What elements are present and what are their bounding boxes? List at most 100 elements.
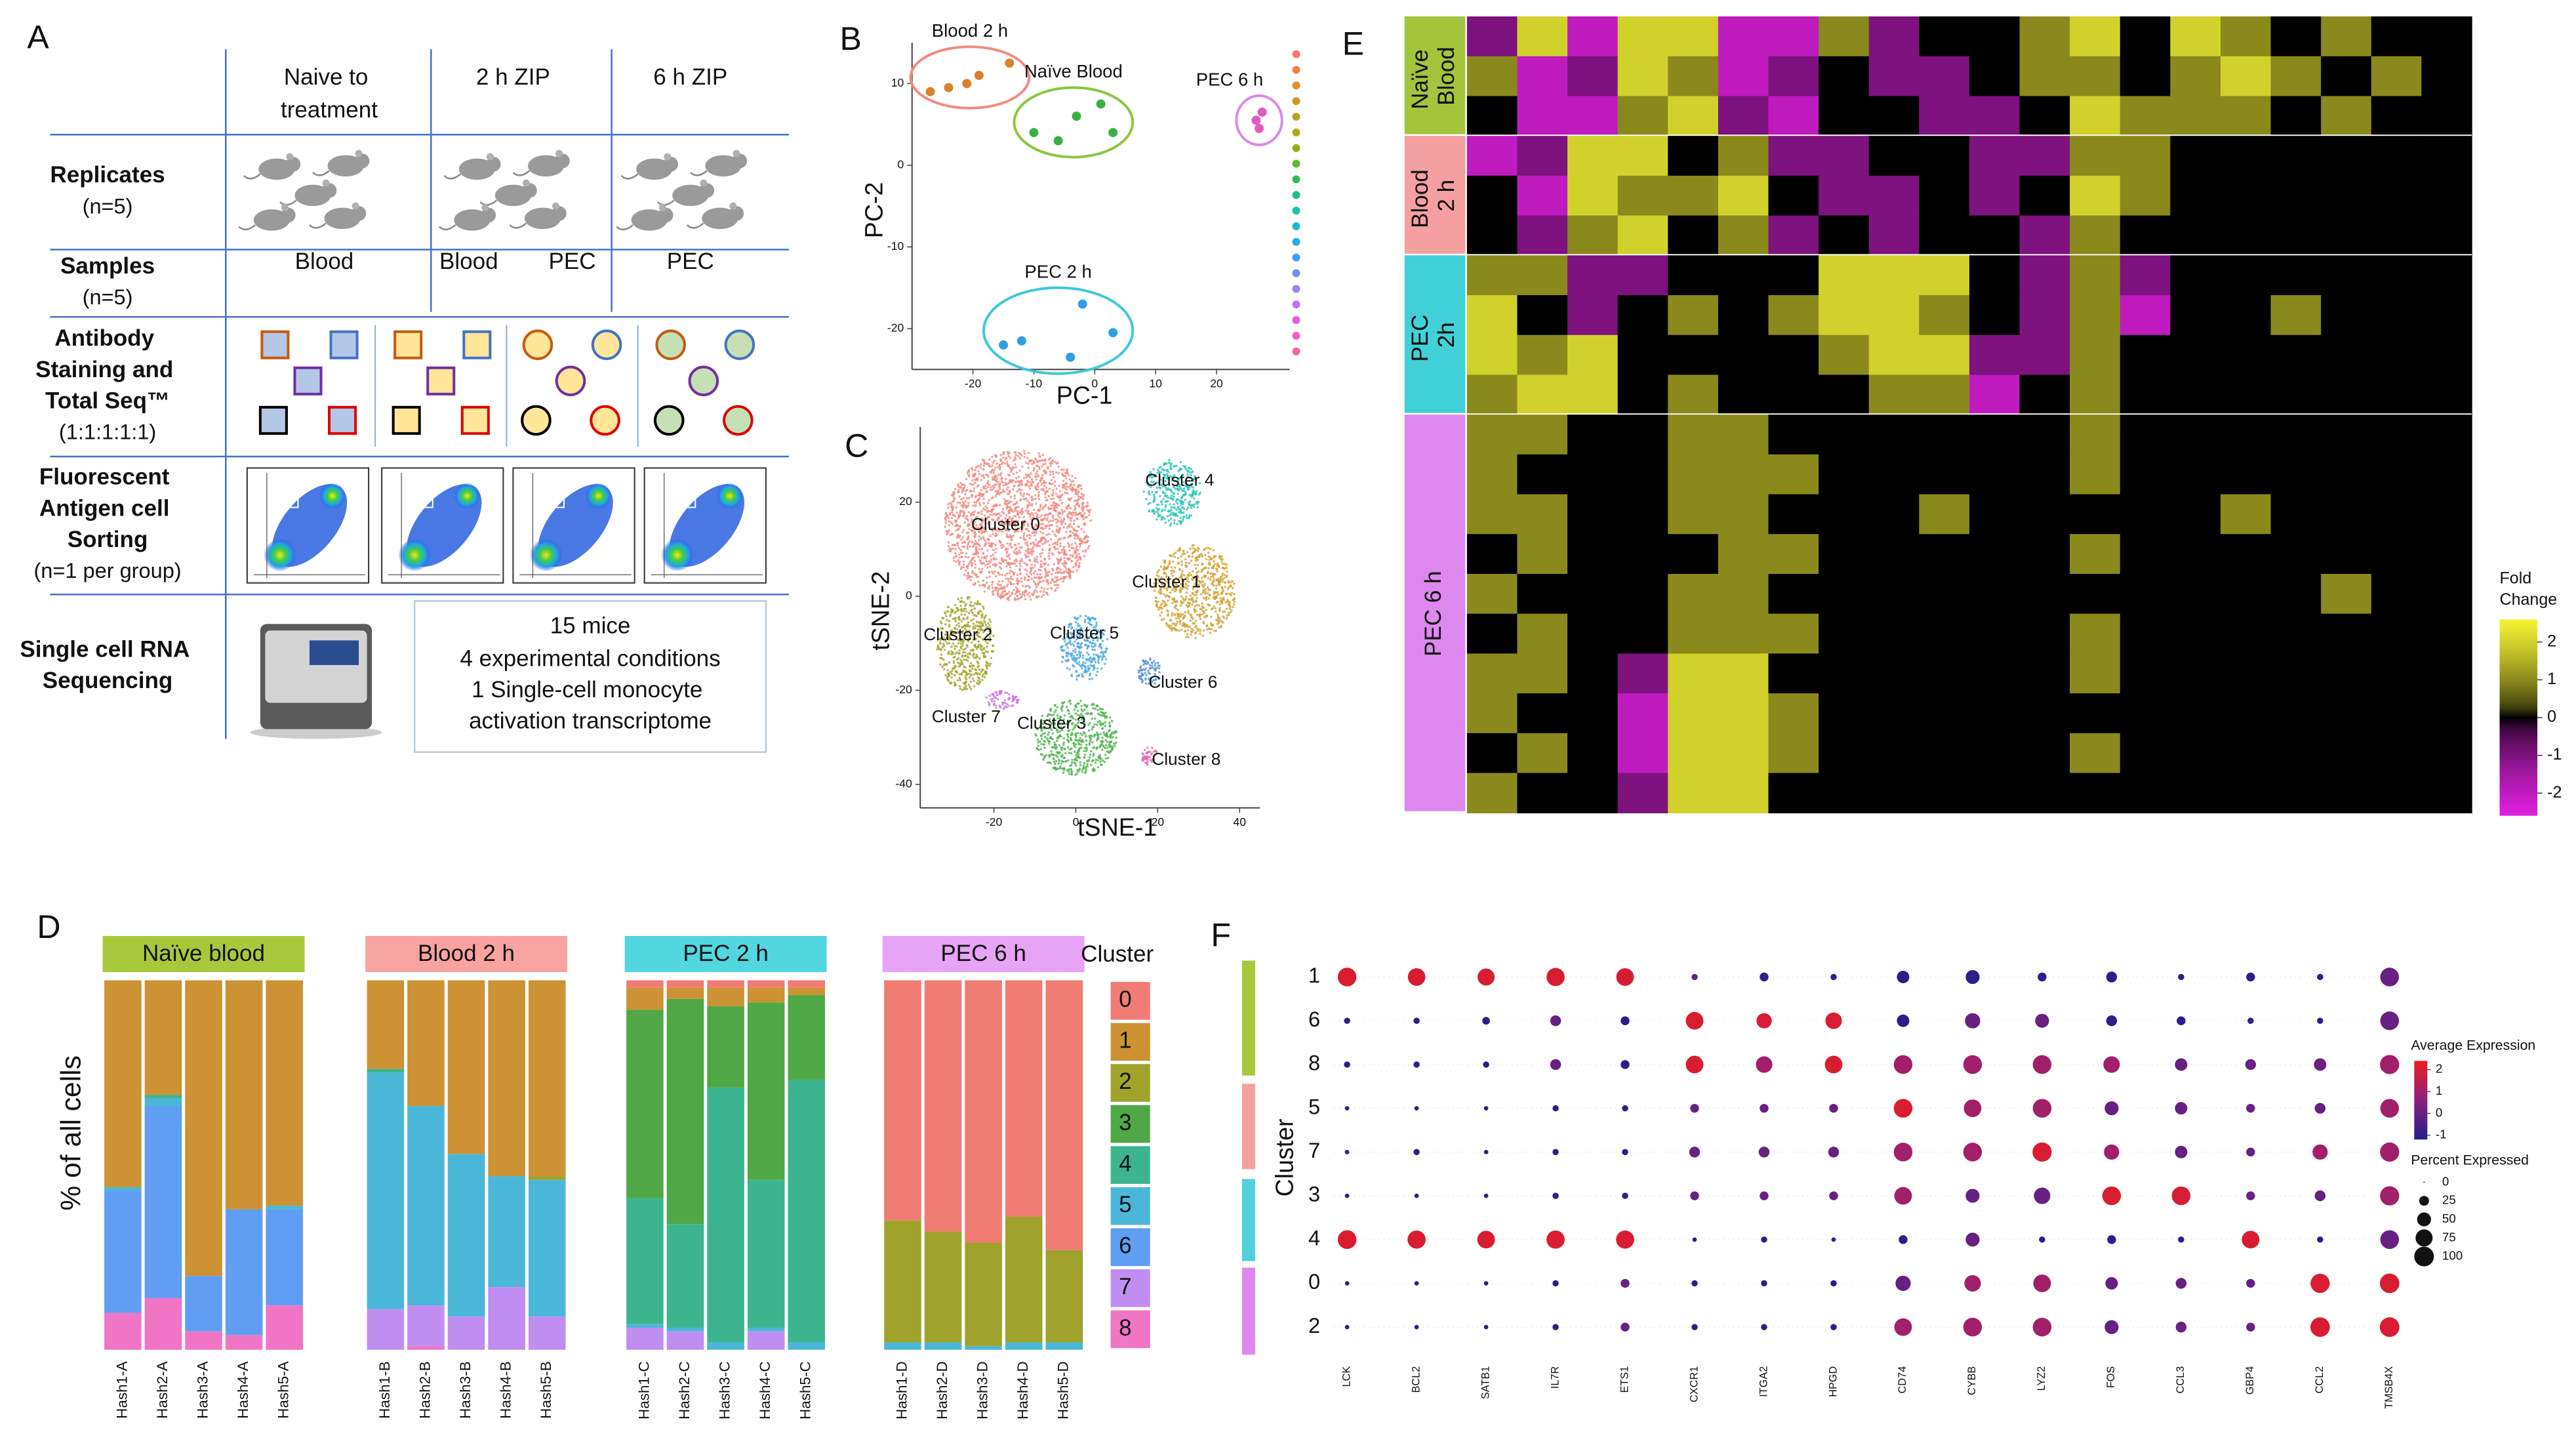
- cell-dot: [1144, 677, 1147, 680]
- cell-dot: [1035, 576, 1038, 579]
- cell-dot: [1063, 714, 1066, 717]
- cell-dot: [1063, 756, 1066, 760]
- cell-dot: [998, 529, 1001, 532]
- cell-dot: [1202, 596, 1205, 600]
- cell-dot: [1049, 519, 1053, 522]
- cell-dot: [967, 638, 970, 641]
- flow-hotspot: [529, 539, 563, 572]
- cell-dot: [1055, 729, 1058, 731]
- cell-dot: [1087, 547, 1090, 550]
- cell-dot: [1220, 624, 1222, 627]
- cell-dot: [1152, 493, 1156, 497]
- bar-segment: [707, 1087, 744, 1343]
- cell-dot: [1078, 565, 1081, 568]
- cell-dot: [1057, 571, 1059, 574]
- cell-dot: [970, 619, 973, 622]
- cell-dot: [956, 645, 958, 648]
- heat-cell: [1768, 175, 1819, 216]
- cell-dot: [977, 484, 980, 487]
- cell-dot: [1073, 758, 1076, 761]
- cell-dot: [999, 566, 1001, 569]
- cell-dot: [968, 676, 971, 679]
- cell-dot: [984, 508, 987, 511]
- cell-dot: [978, 603, 982, 606]
- cell-dot: [1054, 542, 1057, 545]
- cell-dot: [964, 647, 967, 650]
- cell-dot: [1052, 713, 1055, 716]
- cell-dot: [939, 638, 942, 641]
- cell-dot: [1076, 702, 1079, 705]
- cell-dot: [973, 560, 976, 563]
- cell-dot: [1094, 707, 1097, 710]
- cell-dot: [1060, 748, 1063, 751]
- cell-dot: [1181, 569, 1184, 573]
- cell-dot: [978, 544, 981, 547]
- cell-dot: [1039, 728, 1043, 731]
- group-ellipse: [982, 286, 1135, 375]
- cell-dot: [1102, 633, 1105, 636]
- cell-dot: [992, 533, 994, 536]
- cell-dot: [969, 514, 972, 517]
- cell-dot: [1192, 628, 1195, 632]
- mouse-tail: [689, 170, 708, 176]
- cell-dot: [1049, 708, 1053, 710]
- cell-dot: [1149, 676, 1152, 680]
- cell-dot: [1167, 582, 1170, 584]
- cell-dot: [1006, 451, 1009, 453]
- cell-dot: [1148, 484, 1151, 487]
- cell-dot: [1079, 496, 1083, 499]
- cell-dot: [1047, 582, 1050, 586]
- cell-dot: [1227, 611, 1230, 615]
- cell-dot: [1083, 638, 1086, 641]
- cell-dot: [1085, 705, 1088, 708]
- bar-segment: [407, 1106, 445, 1306]
- cell-dot: [1195, 490, 1198, 493]
- cell-dot: [1181, 506, 1184, 508]
- cell-dot: [988, 636, 992, 639]
- cell-dot: [1099, 733, 1102, 735]
- cell-dot: [980, 479, 983, 481]
- cell-dot: [1041, 733, 1045, 735]
- cell-dot: [1028, 493, 1031, 497]
- cell-dot: [1050, 573, 1053, 576]
- cell-dot: [1056, 525, 1058, 527]
- cell-dot: [1215, 630, 1218, 632]
- cell-dot: [1044, 539, 1047, 542]
- cell-dot: [1145, 674, 1148, 676]
- heat-cell: [2019, 175, 2070, 216]
- cell-dot: [1018, 469, 1021, 472]
- cell-dot: [1058, 490, 1062, 493]
- cell-dot: [1027, 584, 1030, 588]
- cell-dot: [1017, 542, 1020, 545]
- cell-dot: [1165, 487, 1167, 489]
- cell-dot: [1016, 529, 1019, 533]
- cell-dot: [1001, 580, 1004, 582]
- cell-dot: [966, 543, 969, 546]
- cell-dot: [1055, 510, 1057, 513]
- cell-dot: [1177, 617, 1180, 620]
- cell-dot: [1015, 471, 1018, 474]
- cell-dot: [1099, 763, 1102, 766]
- cell-dot: [969, 636, 971, 638]
- antibody-circle: [723, 405, 754, 436]
- cell-dot: [964, 556, 967, 558]
- cell-dot: [1056, 518, 1058, 521]
- cell-dot: [957, 559, 960, 561]
- cell-dot: [980, 529, 982, 531]
- cell-dot: [1073, 658, 1076, 661]
- cell-dot: [1011, 578, 1014, 580]
- cell-dot: [1087, 539, 1089, 542]
- mouse-ear: [481, 204, 489, 212]
- x-tick-label: 20: [1210, 377, 1223, 390]
- cell-dot: [984, 564, 987, 567]
- cell-dot: [1114, 744, 1116, 747]
- cell-dot: [1048, 548, 1051, 552]
- cell-dot: [1161, 510, 1163, 513]
- cell-dot: [1205, 598, 1208, 601]
- cell-dot: [997, 595, 1000, 598]
- cell-dot: [1030, 483, 1033, 486]
- cell-dot: [997, 571, 999, 574]
- cell-dot: [1003, 706, 1006, 709]
- cell-dot: [1148, 490, 1150, 493]
- cell-dot: [986, 638, 990, 641]
